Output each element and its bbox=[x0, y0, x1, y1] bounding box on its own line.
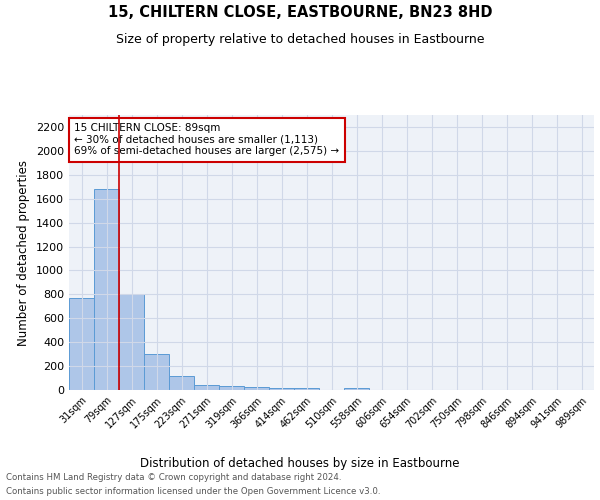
Bar bbox=[144, 354, 169, 390]
Text: Distribution of detached houses by size in Eastbourne: Distribution of detached houses by size … bbox=[140, 458, 460, 470]
Text: Contains HM Land Registry data © Crown copyright and database right 2024.: Contains HM Land Registry data © Crown c… bbox=[6, 472, 341, 482]
Bar bbox=[94, 189, 119, 390]
Bar bbox=[269, 388, 294, 390]
Bar bbox=[219, 386, 244, 390]
Bar bbox=[244, 387, 269, 390]
Bar bbox=[194, 385, 219, 390]
Text: Size of property relative to detached houses in Eastbourne: Size of property relative to detached ho… bbox=[116, 32, 484, 46]
Y-axis label: Number of detached properties: Number of detached properties bbox=[17, 160, 31, 346]
Text: 15, CHILTERN CLOSE, EASTBOURNE, BN23 8HD: 15, CHILTERN CLOSE, EASTBOURNE, BN23 8HD bbox=[108, 5, 492, 20]
Bar bbox=[119, 294, 144, 390]
Bar bbox=[294, 388, 319, 390]
Text: Contains public sector information licensed under the Open Government Licence v3: Contains public sector information licen… bbox=[6, 488, 380, 496]
Bar bbox=[344, 388, 369, 390]
Bar bbox=[169, 376, 194, 390]
Text: 15 CHILTERN CLOSE: 89sqm
← 30% of detached houses are smaller (1,113)
69% of sem: 15 CHILTERN CLOSE: 89sqm ← 30% of detach… bbox=[74, 123, 340, 156]
Bar bbox=[69, 298, 94, 390]
